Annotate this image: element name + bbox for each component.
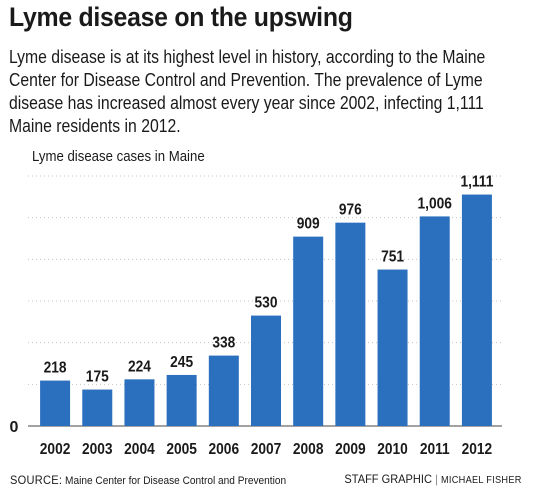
data-label-2011: 1,006 xyxy=(418,194,452,212)
source-label: SOURCE: xyxy=(10,473,63,487)
credit-separator: | xyxy=(435,472,439,486)
y-axis-tick-label-0: 0 xyxy=(10,419,19,436)
data-label-2006: 338 xyxy=(212,334,235,352)
x-axis-tick-labels: 2002 2003 2004 2005 2006 2007 2008 2009 2010 2011… xyxy=(40,440,492,458)
bar-2003 xyxy=(82,389,113,426)
bar-2007 xyxy=(251,315,281,426)
x-tick-label-2007: 2007 xyxy=(251,440,282,458)
bar-2008 xyxy=(293,236,324,426)
x-tick-label-2011: 2011 xyxy=(420,440,450,458)
source-text: Maine Center for Disease Control and Pre… xyxy=(65,475,287,487)
bar-2006 xyxy=(208,355,239,426)
data-label-2009: 976 xyxy=(339,201,362,219)
x-tick-label-2008: 2008 xyxy=(293,440,324,458)
data-labels: 218 175 224 245 338 530 909 976 751 1,006 1,111 xyxy=(44,173,494,386)
bar-2009 xyxy=(335,222,366,426)
data-label-2012: 1,111 xyxy=(460,173,493,191)
data-label-2005: 245 xyxy=(170,353,193,371)
source-note: SOURCE: Maine Center for Disease Control… xyxy=(10,473,286,487)
headline: Lyme disease on the upswing xyxy=(9,2,353,32)
x-tick-label-2006: 2006 xyxy=(209,440,240,458)
x-tick-label-2003: 2003 xyxy=(82,440,113,458)
data-label-2008: 909 xyxy=(297,215,320,233)
x-tick-label-2002: 2002 xyxy=(40,440,71,458)
credit-note: STAFF GRAPHIC | MICHAEL FISHER xyxy=(345,472,522,486)
data-label-2003: 175 xyxy=(86,368,109,386)
data-label-2007: 530 xyxy=(255,294,278,312)
credit-name: MICHAEL FISHER xyxy=(441,475,522,486)
x-tick-label-2010: 2010 xyxy=(377,440,408,458)
deck-text: Lyme disease is at its highest level in … xyxy=(9,47,486,136)
bar-2010 xyxy=(377,269,408,426)
credit-label: STAFF GRAPHIC xyxy=(344,472,433,486)
x-tick-label-2004: 2004 xyxy=(124,440,155,458)
data-label-2010: 751 xyxy=(381,248,404,266)
x-tick-label-2005: 2005 xyxy=(166,440,197,458)
bar-series xyxy=(40,194,492,426)
x-tick-label-2009: 2009 xyxy=(335,440,366,458)
bar-2004 xyxy=(124,379,155,426)
chart-title: Lyme disease cases in Maine xyxy=(32,148,205,165)
bar-2005 xyxy=(166,374,197,426)
bar-2002 xyxy=(40,380,71,426)
data-label-2004: 224 xyxy=(128,357,152,375)
bar-2012 xyxy=(461,194,492,426)
data-label-2002: 218 xyxy=(44,359,67,377)
x-tick-label-2012: 2012 xyxy=(462,440,493,458)
bar-2011 xyxy=(419,216,450,426)
